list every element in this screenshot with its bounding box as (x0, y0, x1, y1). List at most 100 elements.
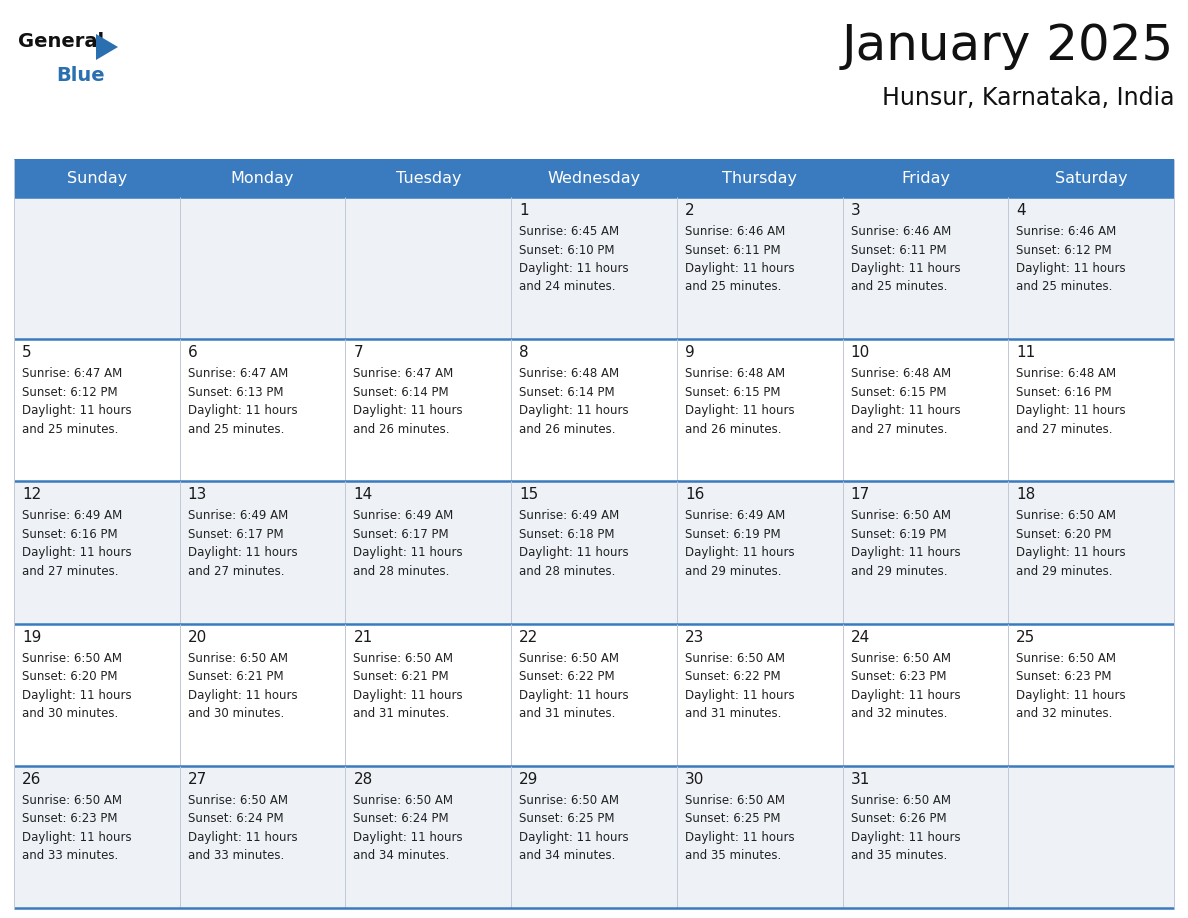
Text: Daylight: 11 hours: Daylight: 11 hours (1016, 546, 1126, 559)
Text: Sunset: 6:25 PM: Sunset: 6:25 PM (519, 812, 614, 825)
Text: 21: 21 (353, 630, 373, 644)
Text: and 32 minutes.: and 32 minutes. (1016, 707, 1113, 720)
Text: Sunset: 6:13 PM: Sunset: 6:13 PM (188, 386, 283, 398)
Text: January 2025: January 2025 (842, 22, 1174, 70)
Text: 24: 24 (851, 630, 870, 644)
Text: Wednesday: Wednesday (548, 171, 640, 185)
Text: Daylight: 11 hours: Daylight: 11 hours (684, 404, 795, 417)
Text: 17: 17 (851, 487, 870, 502)
Text: Sunrise: 6:50 AM: Sunrise: 6:50 AM (851, 509, 950, 522)
Text: Sunset: 6:16 PM: Sunset: 6:16 PM (1016, 386, 1112, 398)
Text: 10: 10 (851, 345, 870, 360)
Text: and 29 minutes.: and 29 minutes. (1016, 565, 1113, 578)
Text: Saturday: Saturday (1055, 171, 1127, 185)
Text: and 27 minutes.: and 27 minutes. (188, 565, 284, 578)
Text: Daylight: 11 hours: Daylight: 11 hours (519, 262, 628, 275)
Text: and 34 minutes.: and 34 minutes. (519, 849, 615, 862)
Text: 9: 9 (684, 345, 695, 360)
Text: Sunrise: 6:49 AM: Sunrise: 6:49 AM (684, 509, 785, 522)
Text: 3: 3 (851, 203, 860, 218)
Text: and 27 minutes.: and 27 minutes. (1016, 422, 1113, 436)
Text: 19: 19 (23, 630, 42, 644)
Text: Sunrise: 6:49 AM: Sunrise: 6:49 AM (23, 509, 122, 522)
Text: Sunrise: 6:49 AM: Sunrise: 6:49 AM (519, 509, 619, 522)
Bar (14, 159, 1174, 197)
Text: Sunrise: 6:48 AM: Sunrise: 6:48 AM (1016, 367, 1117, 380)
Text: and 31 minutes.: and 31 minutes. (684, 707, 782, 720)
Text: Daylight: 11 hours: Daylight: 11 hours (23, 546, 132, 559)
Text: Sunset: 6:12 PM: Sunset: 6:12 PM (1016, 243, 1112, 256)
Text: Sunset: 6:21 PM: Sunset: 6:21 PM (188, 670, 284, 683)
Text: and 35 minutes.: and 35 minutes. (684, 849, 781, 862)
Text: Daylight: 11 hours: Daylight: 11 hours (353, 404, 463, 417)
Text: Daylight: 11 hours: Daylight: 11 hours (519, 688, 628, 701)
Text: 31: 31 (851, 772, 870, 787)
Text: Sunset: 6:25 PM: Sunset: 6:25 PM (684, 812, 781, 825)
Text: 12: 12 (23, 487, 42, 502)
Text: Daylight: 11 hours: Daylight: 11 hours (684, 688, 795, 701)
Text: 26: 26 (23, 772, 42, 787)
Text: Sunrise: 6:50 AM: Sunrise: 6:50 AM (188, 794, 287, 807)
Text: and 25 minutes.: and 25 minutes. (188, 422, 284, 436)
Text: Hunsur, Karnataka, India: Hunsur, Karnataka, India (881, 86, 1174, 110)
Text: Sunrise: 6:45 AM: Sunrise: 6:45 AM (519, 225, 619, 238)
Text: Sunset: 6:15 PM: Sunset: 6:15 PM (684, 386, 781, 398)
Text: Sunrise: 6:50 AM: Sunrise: 6:50 AM (1016, 652, 1117, 665)
Text: Sunrise: 6:49 AM: Sunrise: 6:49 AM (353, 509, 454, 522)
Text: Monday: Monday (230, 171, 295, 185)
Text: and 24 minutes.: and 24 minutes. (519, 281, 615, 294)
Text: and 25 minutes.: and 25 minutes. (23, 422, 119, 436)
Text: and 26 minutes.: and 26 minutes. (353, 422, 450, 436)
Text: Sunset: 6:15 PM: Sunset: 6:15 PM (851, 386, 946, 398)
Text: 30: 30 (684, 772, 704, 787)
Text: 2: 2 (684, 203, 695, 218)
Text: Daylight: 11 hours: Daylight: 11 hours (1016, 262, 1126, 275)
Text: Sunset: 6:20 PM: Sunset: 6:20 PM (23, 670, 118, 683)
Text: Sunrise: 6:50 AM: Sunrise: 6:50 AM (851, 652, 950, 665)
Bar (14, 766, 1174, 908)
Text: Daylight: 11 hours: Daylight: 11 hours (684, 831, 795, 844)
Text: Sunset: 6:14 PM: Sunset: 6:14 PM (353, 386, 449, 398)
Text: Sunrise: 6:49 AM: Sunrise: 6:49 AM (188, 509, 287, 522)
Text: Sunset: 6:17 PM: Sunset: 6:17 PM (353, 528, 449, 541)
Text: Sunrise: 6:46 AM: Sunrise: 6:46 AM (1016, 225, 1117, 238)
Text: General: General (18, 32, 105, 51)
Text: and 34 minutes.: and 34 minutes. (353, 849, 450, 862)
Text: and 27 minutes.: and 27 minutes. (23, 565, 119, 578)
Text: Daylight: 11 hours: Daylight: 11 hours (23, 831, 132, 844)
Text: and 29 minutes.: and 29 minutes. (851, 565, 947, 578)
Text: Sunset: 6:18 PM: Sunset: 6:18 PM (519, 528, 614, 541)
Text: and 26 minutes.: and 26 minutes. (519, 422, 615, 436)
Text: Daylight: 11 hours: Daylight: 11 hours (1016, 688, 1126, 701)
Text: Sunrise: 6:50 AM: Sunrise: 6:50 AM (353, 794, 454, 807)
Text: 18: 18 (1016, 487, 1036, 502)
Text: Sunset: 6:24 PM: Sunset: 6:24 PM (353, 812, 449, 825)
Text: and 25 minutes.: and 25 minutes. (1016, 281, 1113, 294)
Text: 16: 16 (684, 487, 704, 502)
Text: Sunset: 6:19 PM: Sunset: 6:19 PM (851, 528, 946, 541)
Text: and 25 minutes.: and 25 minutes. (684, 281, 782, 294)
Text: Sunset: 6:10 PM: Sunset: 6:10 PM (519, 243, 614, 256)
Text: Daylight: 11 hours: Daylight: 11 hours (353, 546, 463, 559)
Text: Sunrise: 6:50 AM: Sunrise: 6:50 AM (684, 794, 785, 807)
Text: Sunset: 6:24 PM: Sunset: 6:24 PM (188, 812, 284, 825)
Text: Daylight: 11 hours: Daylight: 11 hours (23, 688, 132, 701)
Text: and 28 minutes.: and 28 minutes. (519, 565, 615, 578)
Text: and 26 minutes.: and 26 minutes. (684, 422, 782, 436)
Text: Daylight: 11 hours: Daylight: 11 hours (519, 831, 628, 844)
Text: and 35 minutes.: and 35 minutes. (851, 849, 947, 862)
Text: Sunrise: 6:50 AM: Sunrise: 6:50 AM (851, 794, 950, 807)
Text: 27: 27 (188, 772, 207, 787)
Text: 15: 15 (519, 487, 538, 502)
Text: and 25 minutes.: and 25 minutes. (851, 281, 947, 294)
Text: Sunset: 6:14 PM: Sunset: 6:14 PM (519, 386, 614, 398)
Text: Sunrise: 6:50 AM: Sunrise: 6:50 AM (1016, 509, 1117, 522)
Text: and 33 minutes.: and 33 minutes. (188, 849, 284, 862)
Text: Sunday: Sunday (67, 171, 127, 185)
Text: Daylight: 11 hours: Daylight: 11 hours (684, 546, 795, 559)
Text: Sunset: 6:16 PM: Sunset: 6:16 PM (23, 528, 118, 541)
Text: Daylight: 11 hours: Daylight: 11 hours (851, 546, 960, 559)
Text: Sunrise: 6:47 AM: Sunrise: 6:47 AM (23, 367, 122, 380)
Text: Sunrise: 6:50 AM: Sunrise: 6:50 AM (519, 794, 619, 807)
Bar (14, 197, 1174, 339)
